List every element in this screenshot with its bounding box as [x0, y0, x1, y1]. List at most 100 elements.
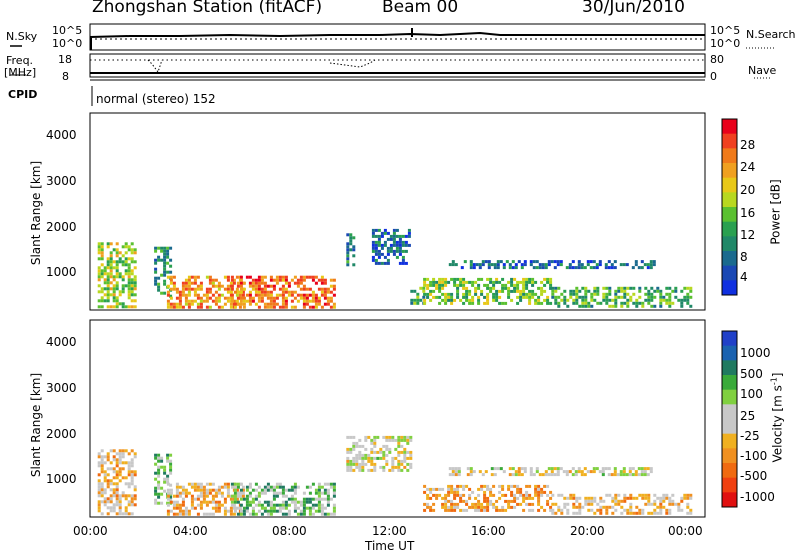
- heatmap-cell: [100, 470, 104, 474]
- heatmap-cell: [208, 305, 212, 309]
- heatmap-cell: [453, 502, 457, 506]
- heatmap-cell: [659, 301, 663, 305]
- heatmap-cell: [546, 499, 550, 503]
- heatmap-cell: [272, 299, 276, 303]
- heatmap-cell: [233, 302, 237, 306]
- heatmap-cell: [118, 290, 122, 294]
- heatmap-cell: [513, 286, 517, 290]
- heatmap-cell: [314, 281, 318, 285]
- heatmap-cell: [214, 506, 218, 510]
- heatmap-cell: [169, 459, 173, 463]
- heatmap-cell: [689, 289, 693, 293]
- heatmap-cell: [502, 263, 506, 267]
- heatmap-cell: [275, 293, 279, 297]
- heatmap-cell: [665, 301, 669, 305]
- heatmap-cell: [269, 506, 273, 510]
- heatmap-cell: [109, 461, 113, 465]
- heatmap-cell: [205, 293, 209, 297]
- noise-left-top: 10^5: [52, 24, 83, 37]
- heatmap-cell: [329, 290, 333, 294]
- heatmap-cell: [587, 496, 591, 500]
- heatmap-cell: [641, 511, 645, 515]
- heatmap-cell: [385, 435, 389, 439]
- heatmap-cell: [166, 497, 170, 501]
- heatmap-cell: [598, 260, 602, 264]
- heatmap-cell: [284, 299, 288, 303]
- heatmap-cell: [607, 266, 611, 270]
- heatmap-cell: [447, 298, 451, 302]
- heatmap-cell: [486, 277, 490, 281]
- heatmap-cell: [317, 482, 321, 486]
- heatmap-cell: [474, 505, 478, 509]
- heatmap-cell: [163, 264, 167, 268]
- heatmap-cell: [557, 301, 561, 305]
- heatmap-cell: [510, 499, 514, 503]
- heatmap-cell: [127, 485, 131, 489]
- heatmap-cell: [314, 299, 318, 303]
- heatmap-cell: [623, 496, 627, 500]
- heatmap-cell: [226, 509, 230, 513]
- heatmap-cell: [187, 512, 191, 516]
- heatmap-cell: [133, 503, 137, 507]
- heatmap-cell: [544, 266, 548, 270]
- heatmap-cell: [109, 263, 113, 267]
- heatmap-cell: [233, 482, 237, 486]
- heatmap-cell: [386, 252, 390, 256]
- heatmap-cell: [465, 280, 469, 284]
- velocity-cbar-tick: -25: [740, 429, 760, 443]
- heatmap-cell: [394, 465, 398, 469]
- heatmap-cell: [554, 289, 558, 293]
- heatmap-cell: [456, 502, 460, 506]
- velocity-colorbar-swatch: [722, 404, 737, 420]
- power-panel-frame: [89, 112, 706, 311]
- heatmap-cell: [220, 494, 224, 498]
- heatmap-cell: [115, 485, 119, 489]
- heatmap-cell: [293, 290, 297, 294]
- heatmap-cell: [486, 298, 490, 302]
- heatmap-cell: [211, 506, 215, 510]
- heatmap-cell: [352, 263, 356, 267]
- heatmap-cell: [154, 261, 158, 265]
- heatmap-cell: [553, 473, 557, 477]
- heatmap-cell: [223, 512, 227, 516]
- heatmap-cell: [187, 302, 191, 306]
- heatmap-cell: [541, 263, 545, 267]
- heatmap-cell: [481, 473, 485, 477]
- heatmap-cell: [401, 249, 405, 253]
- heatmap-cell: [581, 286, 585, 290]
- heatmap-cell: [127, 482, 131, 486]
- heatmap-cell: [175, 290, 179, 294]
- heatmap-cell: [166, 302, 170, 306]
- heatmap-cell: [281, 305, 285, 309]
- velocity-colorbar-swatch: [722, 360, 737, 376]
- heatmap-cell: [127, 305, 131, 309]
- heatmap-cell: [474, 508, 478, 512]
- heatmap-cell: [416, 301, 420, 305]
- heatmap-cell: [178, 485, 182, 489]
- heatmap-cell: [214, 503, 218, 507]
- heatmap-cell: [400, 444, 404, 448]
- heatmap-cell: [266, 290, 270, 294]
- heatmap-cell: [208, 500, 212, 504]
- heatmap-cell: [596, 289, 600, 293]
- heatmap-cell: [623, 301, 627, 305]
- heatmap-cell: [468, 280, 472, 284]
- heatmap-cell: [451, 260, 455, 264]
- heatmap-cell: [623, 295, 627, 299]
- heatmap-cell: [608, 286, 612, 290]
- heatmap-cell: [406, 441, 410, 445]
- heatmap-cell: [323, 278, 327, 282]
- velocity-ytick: 2000: [46, 427, 77, 441]
- xlabel: Time UT: [365, 539, 415, 553]
- heatmap-cell: [326, 512, 330, 516]
- heatmap-cell: [540, 487, 544, 491]
- heatmap-cell: [510, 484, 514, 488]
- heatmap-cell: [352, 459, 356, 463]
- xtick: 00:00: [73, 524, 108, 538]
- heatmap-cell: [305, 293, 309, 297]
- heatmap-cell: [269, 503, 273, 507]
- heatmap-cell: [112, 494, 116, 498]
- heatmap-cell: [245, 488, 249, 492]
- heatmap-cell: [121, 284, 125, 288]
- heatmap-cell: [223, 296, 227, 300]
